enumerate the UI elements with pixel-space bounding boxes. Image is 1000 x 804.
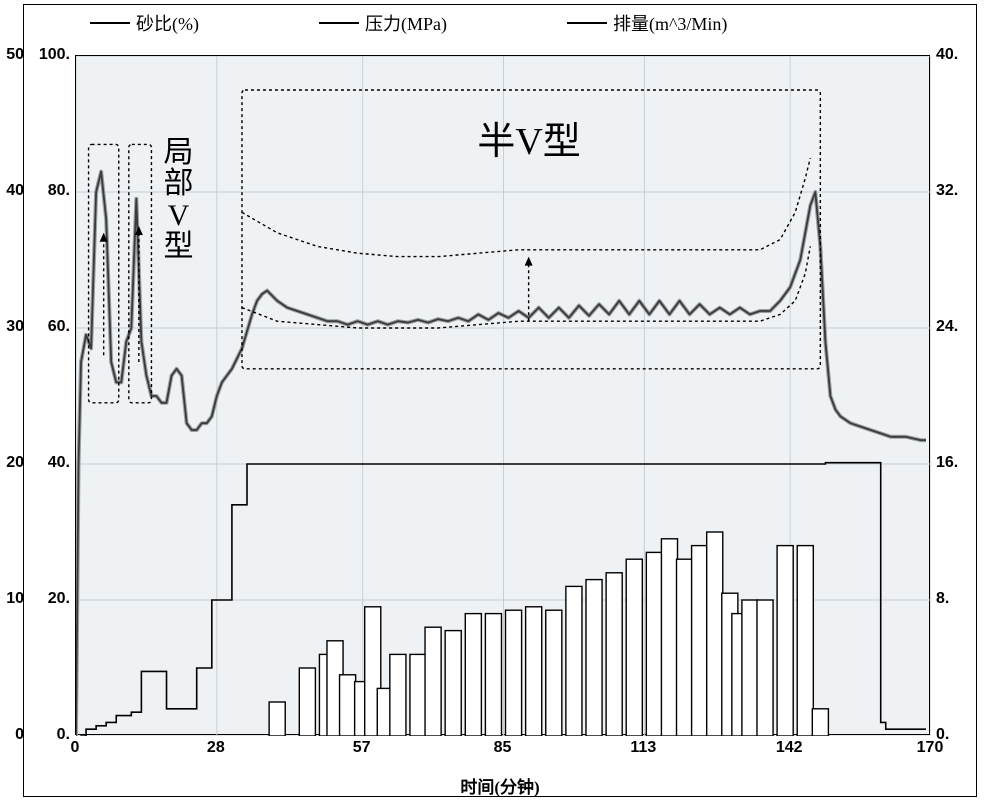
axis-tick: 24. bbox=[936, 318, 976, 336]
axis-tick: 57 bbox=[353, 739, 371, 757]
axis-tick: 40. bbox=[30, 454, 70, 472]
legend-swatch bbox=[90, 22, 130, 24]
axis-tick: 32. bbox=[936, 182, 976, 200]
axis-tick: 30 bbox=[0, 318, 24, 336]
axis-tick: 142 bbox=[776, 739, 803, 757]
figure-root: 砂比(%) 压力(MPa) 排量(m^3/Min) 时间(分钟) 0 28 57 85… bbox=[0, 0, 1000, 804]
axis-tick: 20. bbox=[30, 590, 70, 608]
legend-label: 排量(m^3/Min) bbox=[613, 10, 727, 36]
axis-tick: 85 bbox=[494, 739, 512, 757]
annotation-label: 半V型 bbox=[477, 123, 580, 163]
annotation-label: 局部V型 bbox=[161, 137, 197, 263]
axis-tick: 0. bbox=[936, 726, 976, 744]
axis-tick: 16. bbox=[936, 454, 976, 472]
legend-label: 压力(MPa) bbox=[365, 10, 447, 36]
x-axis-label: 时间(分钟) bbox=[0, 773, 1000, 798]
axis-tick: 10 bbox=[0, 590, 24, 608]
axis-tick: 8. bbox=[936, 590, 976, 608]
axis-tick: 100. bbox=[30, 46, 70, 64]
axis-tick: 0. bbox=[30, 726, 70, 744]
axis-tick: 80. bbox=[30, 182, 70, 200]
axis-tick: 50 bbox=[0, 46, 24, 64]
axis-tick: 0 bbox=[0, 726, 24, 744]
axis-tick: 40 bbox=[0, 182, 24, 200]
legend-swatch bbox=[567, 22, 607, 24]
axis-tick: 28 bbox=[207, 739, 225, 757]
legend: 砂比(%) 压力(MPa) 排量(m^3/Min) bbox=[90, 10, 910, 36]
legend-item: 压力(MPa) bbox=[319, 10, 447, 36]
axis-tick: 113 bbox=[630, 739, 656, 757]
legend-item: 砂比(%) bbox=[90, 10, 199, 36]
axis-tick: 60. bbox=[30, 318, 70, 336]
legend-item: 排量(m^3/Min) bbox=[567, 10, 727, 36]
axis-tick: 0 bbox=[71, 739, 80, 757]
axis-tick: 20 bbox=[0, 454, 24, 472]
axis-tick: 40. bbox=[936, 46, 976, 64]
legend-label: 砂比(%) bbox=[136, 10, 199, 36]
legend-swatch bbox=[319, 22, 359, 24]
